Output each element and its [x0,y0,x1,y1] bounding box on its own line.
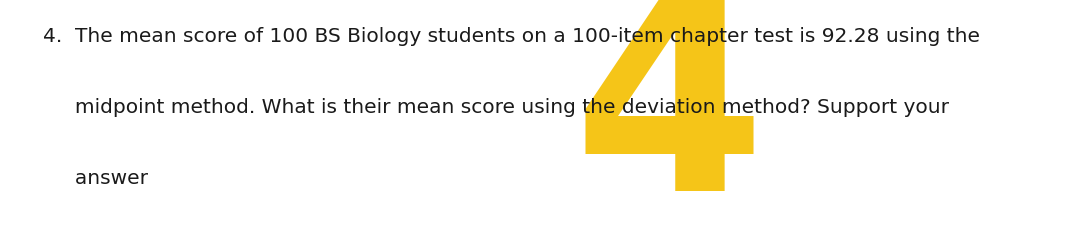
Text: 4.  The mean score of 100 BS Biology students on a 100-item chapter test is 92.2: 4. The mean score of 100 BS Biology stud… [43,27,981,46]
Text: midpoint method. What is their mean score using the deviation method? Support yo: midpoint method. What is their mean scor… [43,98,949,116]
Text: 4: 4 [573,0,766,227]
Text: answer: answer [43,168,148,187]
